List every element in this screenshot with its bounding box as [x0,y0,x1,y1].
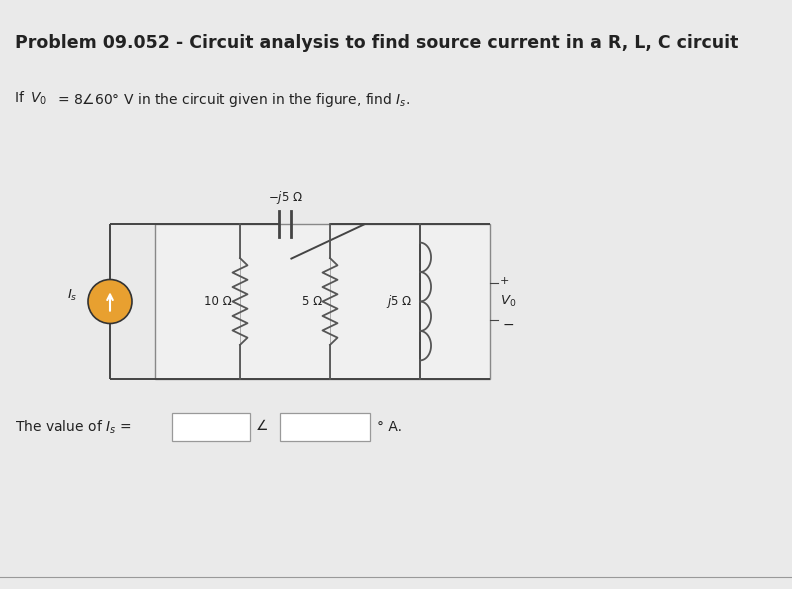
Text: $-j$5 Ω: $-j$5 Ω [268,189,303,206]
Text: = 8$\angle$60° V in the circuit given in the figure, find $I_s$.: = 8$\angle$60° V in the circuit given in… [57,91,410,109]
Text: 5 Ω: 5 Ω [302,295,322,308]
Text: +: + [500,276,509,286]
Text: The value of $I_s$ =: The value of $I_s$ = [15,418,131,436]
Text: $I_s$: $I_s$ [67,288,78,303]
Circle shape [88,280,132,323]
Text: $V_0$: $V_0$ [500,294,516,309]
Text: 10 Ω: 10 Ω [204,295,232,308]
FancyBboxPatch shape [280,413,370,441]
Text: $j$5 Ω: $j$5 Ω [386,293,412,310]
Text: If: If [15,91,29,105]
Text: Problem 09.052 - Circuit analysis to find source current in a R, L, C circuit: Problem 09.052 - Circuit analysis to fin… [15,34,738,52]
Text: $V_0$: $V_0$ [30,91,47,107]
Text: ° A.: ° A. [377,420,402,434]
Text: $-$: $-$ [502,316,514,330]
Text: $\angle$: $\angle$ [255,419,268,434]
FancyBboxPatch shape [172,413,250,441]
Bar [155,224,490,379]
